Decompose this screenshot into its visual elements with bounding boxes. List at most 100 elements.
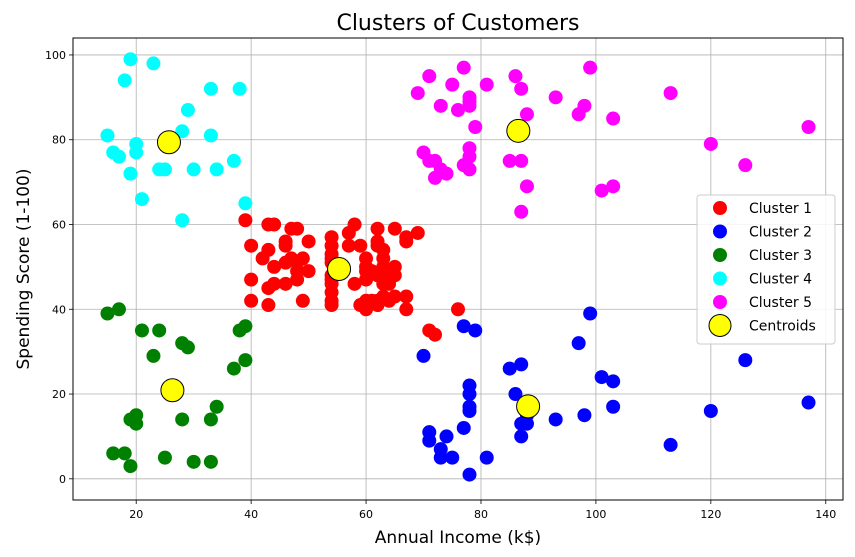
cluster-2-point [548, 412, 563, 427]
cluster-4-point [203, 81, 218, 96]
centroid-point [327, 257, 352, 281]
cluster-5-point [514, 153, 529, 168]
cluster-1-point [244, 238, 259, 253]
cluster-4-point [157, 162, 172, 177]
cluster-5-point [703, 136, 718, 151]
cluster-1-point [428, 327, 443, 342]
cluster-5-point [462, 94, 477, 109]
cluster-3-point [123, 459, 138, 474]
cluster-2-point [456, 319, 471, 334]
y-tick-label: 80 [52, 134, 66, 147]
cluster-4-point [146, 56, 161, 71]
cluster-1-point [399, 302, 414, 317]
cluster-3-point [226, 361, 241, 376]
cluster-2-point [738, 353, 753, 368]
cluster-1-point [295, 251, 310, 266]
cluster-1-point [341, 238, 356, 253]
x-tick-label: 120 [700, 508, 721, 521]
cluster-4-point [175, 124, 190, 139]
legend-marker-centroids [708, 314, 732, 337]
cluster-5-point [445, 77, 460, 92]
y-tick-label: 0 [59, 473, 66, 486]
cluster-1-point [267, 217, 282, 232]
cluster-5-point [468, 120, 483, 135]
cluster-1-point [451, 302, 465, 317]
cluster-1-point [387, 289, 402, 304]
centroid-point [156, 130, 181, 155]
cluster-5-point [548, 90, 563, 105]
cluster-4-point [186, 162, 201, 177]
cluster-5-point [519, 107, 534, 122]
cluster-4-point [238, 196, 253, 211]
cluster-3-point [175, 412, 190, 427]
cluster-3-point [111, 302, 126, 317]
cluster-5-point [606, 111, 621, 126]
cluster-4-point [123, 52, 138, 67]
cluster-2-point [594, 370, 609, 385]
data-points [100, 52, 816, 482]
cluster-1-point [267, 259, 282, 274]
cluster-2-point [416, 348, 431, 363]
cluster-4-point [203, 128, 218, 143]
cluster-2-point [514, 357, 529, 372]
cluster-1-point [290, 221, 305, 236]
x-tick-label: 100 [585, 508, 606, 521]
cluster-2-point [508, 387, 523, 402]
cluster-3-point [146, 348, 161, 363]
x-tick-label: 20 [129, 508, 143, 521]
x-tick-label: 80 [474, 508, 488, 521]
cluster-5-point [577, 98, 592, 113]
cluster-5-point [502, 153, 517, 168]
cluster-4-point [123, 166, 138, 181]
cluster-4-point [111, 149, 126, 164]
cluster-2-point [571, 336, 586, 351]
cluster-5-point [514, 204, 529, 219]
cluster-3-point [100, 306, 115, 321]
cluster-4-point [232, 81, 247, 96]
cluster-1-point [238, 213, 253, 228]
legend-marker-cluster-1 [713, 201, 727, 215]
cluster-4-point [117, 73, 132, 88]
x-tick-label: 140 [815, 508, 836, 521]
cluster-2-point [606, 374, 621, 389]
chart-title: Clusters of Customers [336, 11, 579, 36]
legend-marker-cluster-5 [713, 295, 727, 309]
cluster-3-point [238, 319, 253, 334]
cluster-5-point [594, 183, 609, 198]
centroid-point [516, 394, 541, 419]
cluster-4-point [134, 192, 149, 207]
cluster-3-point [203, 454, 218, 469]
cluster-1-point [267, 276, 282, 291]
cluster-3-point [203, 412, 218, 427]
cluster-1-point [387, 221, 402, 236]
cluster-5-point [451, 103, 465, 118]
cluster-2-point [422, 433, 437, 448]
cluster-3-point [180, 340, 195, 355]
cluster-1-point [244, 293, 259, 308]
cluster-1-point [370, 221, 385, 236]
cluster-5-point [514, 81, 529, 96]
cluster-1-point [347, 276, 362, 291]
y-tick-label: 40 [52, 303, 66, 316]
cluster-5-point [519, 179, 534, 194]
legend-label-cluster-3: Cluster 3 [749, 248, 812, 264]
cluster-4-point [129, 136, 144, 151]
y-tick-label: 100 [45, 49, 66, 62]
cluster-1-point [278, 238, 293, 253]
cluster-2-point [433, 442, 448, 457]
cluster-5-point [663, 86, 678, 101]
cluster-1-point [290, 264, 305, 279]
y-tick-label: 20 [52, 388, 66, 401]
cluster-5-point [462, 162, 477, 177]
cluster-5-point [583, 60, 598, 75]
y-axis-label: Spending Score (1-100) [14, 169, 34, 370]
cluster-2-point [479, 450, 494, 465]
cluster-5-point [738, 158, 753, 173]
cluster-4-point [209, 162, 224, 177]
legend-label-cluster-1: Cluster 1 [749, 201, 812, 217]
cluster-1-point [301, 264, 316, 279]
cluster-1-point [278, 276, 293, 291]
cluster-2-point [606, 399, 621, 414]
cluster-5-point [439, 166, 454, 181]
cluster-1-point [399, 234, 414, 249]
